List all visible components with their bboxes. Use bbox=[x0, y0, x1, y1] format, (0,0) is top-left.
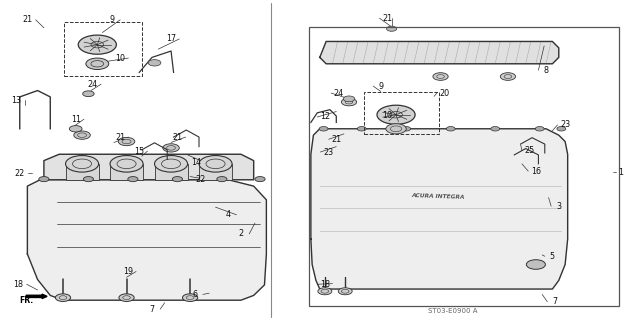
Circle shape bbox=[119, 294, 134, 301]
Circle shape bbox=[110, 156, 143, 172]
Text: 4: 4 bbox=[225, 210, 231, 219]
Polygon shape bbox=[27, 180, 266, 300]
Circle shape bbox=[535, 126, 544, 131]
Circle shape bbox=[338, 288, 352, 295]
Circle shape bbox=[155, 156, 187, 172]
Text: 3: 3 bbox=[556, 202, 561, 211]
Text: 14: 14 bbox=[192, 158, 201, 167]
Circle shape bbox=[255, 177, 265, 182]
Circle shape bbox=[341, 98, 357, 106]
Text: ST03-E0900 A: ST03-E0900 A bbox=[429, 308, 478, 314]
Circle shape bbox=[447, 126, 455, 131]
Circle shape bbox=[83, 177, 94, 182]
Text: 20: 20 bbox=[440, 89, 450, 98]
Polygon shape bbox=[320, 42, 559, 64]
Bar bbox=[66, 164, 99, 180]
Circle shape bbox=[86, 58, 109, 69]
Circle shape bbox=[377, 105, 415, 124]
Text: 21: 21 bbox=[22, 15, 32, 24]
Text: 18: 18 bbox=[13, 280, 24, 289]
Bar bbox=[364, 92, 440, 134]
Text: 15: 15 bbox=[134, 147, 145, 156]
Text: 21: 21 bbox=[382, 14, 392, 23]
Text: 24: 24 bbox=[334, 89, 344, 98]
Bar bbox=[110, 164, 143, 180]
Circle shape bbox=[118, 137, 135, 146]
Text: ACURA INTEGRA: ACURA INTEGRA bbox=[412, 193, 465, 200]
Text: 21: 21 bbox=[115, 132, 125, 141]
Circle shape bbox=[148, 60, 161, 66]
Text: 12: 12 bbox=[320, 113, 330, 122]
Text: 21: 21 bbox=[331, 135, 341, 144]
Circle shape bbox=[402, 126, 411, 131]
Text: 5: 5 bbox=[550, 252, 555, 261]
Polygon shape bbox=[44, 154, 254, 180]
Circle shape bbox=[386, 124, 406, 134]
Bar bbox=[64, 22, 142, 76]
Text: 21: 21 bbox=[173, 132, 182, 141]
Circle shape bbox=[173, 177, 182, 182]
Circle shape bbox=[182, 294, 197, 301]
Text: 13: 13 bbox=[11, 96, 22, 105]
Text: 10: 10 bbox=[115, 53, 125, 62]
Circle shape bbox=[128, 177, 138, 182]
Text: 7: 7 bbox=[552, 297, 557, 306]
Text: 22: 22 bbox=[196, 175, 206, 184]
Circle shape bbox=[83, 91, 94, 97]
Circle shape bbox=[526, 260, 545, 269]
Circle shape bbox=[343, 96, 355, 102]
FancyArrow shape bbox=[26, 294, 47, 299]
Circle shape bbox=[318, 288, 332, 295]
Circle shape bbox=[199, 156, 232, 172]
Text: 2: 2 bbox=[238, 229, 243, 238]
Polygon shape bbox=[311, 129, 568, 289]
Circle shape bbox=[490, 126, 499, 131]
Text: 11: 11 bbox=[71, 115, 81, 124]
Text: 10: 10 bbox=[382, 111, 392, 120]
Circle shape bbox=[55, 294, 71, 301]
Text: 16: 16 bbox=[531, 167, 541, 176]
Text: 19: 19 bbox=[123, 267, 133, 276]
Text: 17: 17 bbox=[166, 35, 176, 44]
Circle shape bbox=[69, 125, 82, 132]
Text: 1: 1 bbox=[618, 168, 623, 177]
Circle shape bbox=[319, 126, 328, 131]
Text: 7: 7 bbox=[150, 305, 155, 314]
Circle shape bbox=[217, 177, 227, 182]
Bar bbox=[309, 27, 619, 306]
Circle shape bbox=[39, 177, 49, 182]
Text: 18: 18 bbox=[320, 280, 330, 289]
Circle shape bbox=[357, 126, 366, 131]
Text: 23: 23 bbox=[323, 148, 333, 156]
Text: 8: 8 bbox=[543, 66, 548, 75]
Text: 25: 25 bbox=[524, 146, 534, 155]
Text: 22: 22 bbox=[15, 169, 25, 178]
Circle shape bbox=[66, 156, 99, 172]
Text: 9: 9 bbox=[110, 15, 115, 24]
Bar bbox=[199, 164, 232, 180]
Circle shape bbox=[500, 73, 515, 80]
Text: 6: 6 bbox=[192, 290, 197, 299]
Circle shape bbox=[557, 126, 566, 131]
Bar bbox=[155, 164, 187, 180]
Circle shape bbox=[74, 131, 90, 139]
Circle shape bbox=[433, 73, 448, 80]
Circle shape bbox=[78, 35, 117, 54]
Circle shape bbox=[163, 144, 179, 152]
Circle shape bbox=[387, 26, 397, 31]
Text: 9: 9 bbox=[378, 82, 383, 91]
Text: 24: 24 bbox=[88, 80, 98, 89]
Text: 23: 23 bbox=[560, 120, 570, 130]
Text: FR.: FR. bbox=[19, 296, 33, 305]
